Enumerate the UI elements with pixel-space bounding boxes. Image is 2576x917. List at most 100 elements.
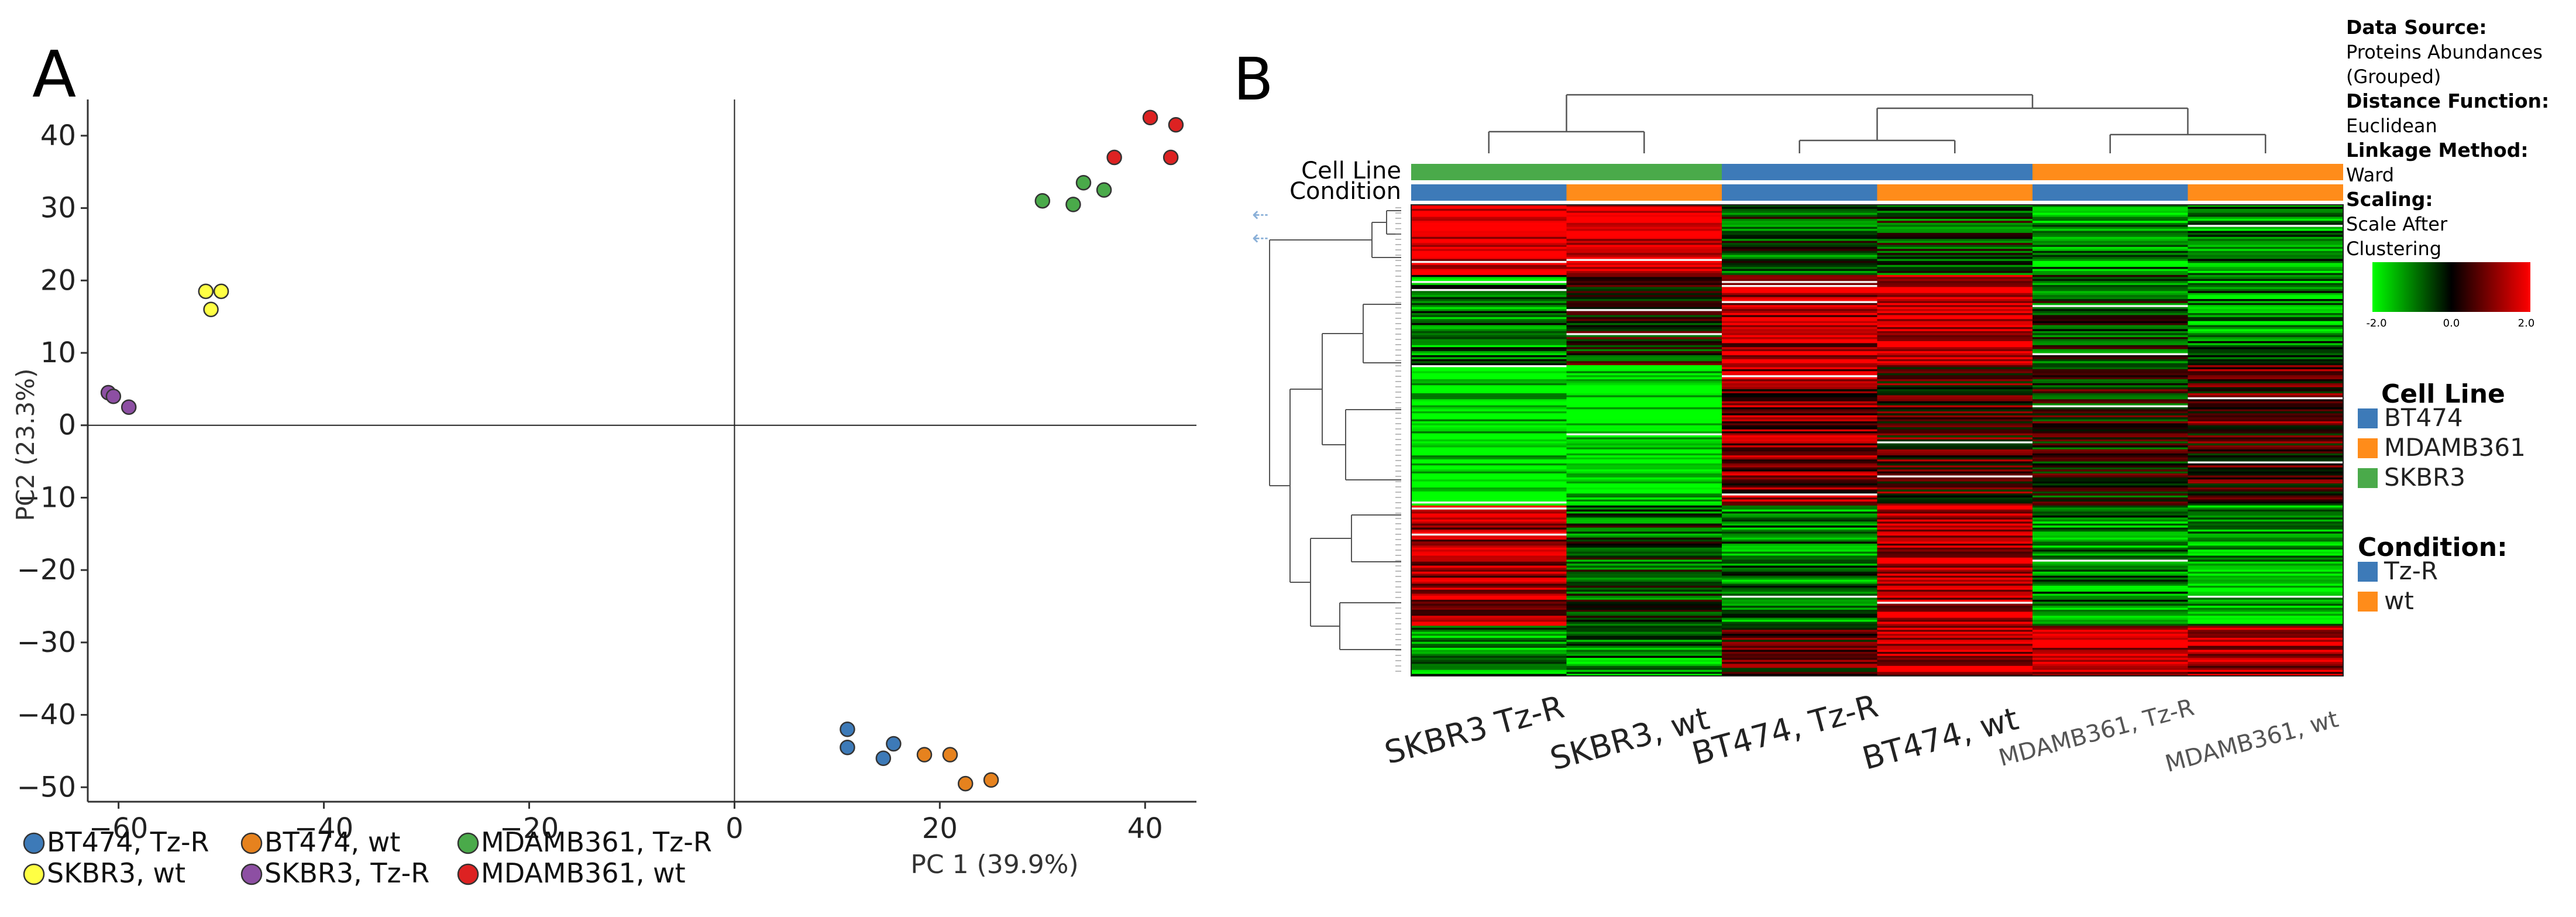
heatmap-cell bbox=[1566, 371, 1722, 374]
heatmap-cell bbox=[1722, 453, 1877, 456]
heatmap-cell bbox=[1877, 433, 2033, 436]
heatmap-cell bbox=[2188, 215, 2344, 218]
heatmap-cell bbox=[2032, 331, 2188, 334]
y-tick-label: 40 bbox=[40, 119, 76, 152]
heatmap-cell bbox=[1566, 333, 1722, 336]
heatmap-cell bbox=[2188, 297, 2344, 300]
heatmap-cell bbox=[1566, 339, 1722, 342]
heatmap-cell bbox=[1411, 636, 1567, 638]
heatmap-cell bbox=[2032, 435, 2188, 438]
heatmap-cell bbox=[2188, 515, 2344, 518]
heatmap-cell bbox=[1722, 485, 1877, 488]
heatmap-cell bbox=[1566, 385, 1722, 388]
heatmap-cell bbox=[1566, 475, 1722, 478]
heatmap-cell bbox=[2032, 315, 2188, 318]
heatmap-cell bbox=[1722, 626, 1877, 628]
heatmap-cell bbox=[2188, 641, 2344, 644]
heatmap-cell bbox=[1566, 257, 1722, 259]
heatmap-cell bbox=[1722, 571, 1877, 574]
heatmap-cell bbox=[1411, 627, 1567, 630]
heatmap-cell bbox=[1722, 331, 1877, 334]
heatmap-cell bbox=[1411, 575, 1567, 578]
heatmap-cell bbox=[1877, 421, 2033, 424]
heatmap-cell bbox=[2188, 665, 2344, 668]
heatmap-cell bbox=[1877, 419, 2033, 422]
heatmap-cell bbox=[1722, 312, 1877, 315]
heatmap-cell bbox=[1411, 662, 1567, 664]
heatmap-cell bbox=[1566, 217, 1722, 219]
collapse-arrow-icon[interactable]: ⇠ bbox=[1252, 203, 1269, 226]
heatmap-cell bbox=[1877, 634, 2033, 636]
heatmap-cell bbox=[1877, 337, 2033, 340]
heatmap-cell bbox=[1411, 311, 1567, 314]
heatmap-cell bbox=[1566, 665, 1722, 668]
heatmap-cell bbox=[1411, 267, 1567, 270]
heatmap-cell bbox=[1877, 325, 2033, 328]
heatmap-cell bbox=[1877, 397, 2033, 400]
heatmap-cell bbox=[1877, 509, 2033, 512]
y-tick-label: 10 bbox=[40, 336, 76, 369]
heatmap-cell bbox=[2032, 279, 2188, 281]
annotation-cell bbox=[2188, 164, 2343, 180]
heatmap-cell bbox=[2188, 564, 2344, 566]
heatmap-cell bbox=[1411, 243, 1567, 246]
heatmap-cell bbox=[2188, 379, 2344, 382]
collapse-arrow-icon[interactable]: ⇠ bbox=[1252, 226, 1269, 250]
heatmap-cell bbox=[1877, 403, 2033, 406]
heatmap-cell bbox=[1411, 471, 1567, 474]
heatmap-cell bbox=[1566, 411, 1722, 414]
heatmap-cell bbox=[2032, 267, 2188, 270]
heatmap-cell bbox=[1411, 289, 1567, 291]
heatmap-cell bbox=[2032, 455, 2188, 458]
heatmap-cell bbox=[2188, 578, 2344, 581]
heatmap-cell bbox=[1877, 267, 2033, 270]
heatmap-cell bbox=[1566, 627, 1722, 630]
heatmap-cell bbox=[1877, 307, 2033, 310]
heatmap-cell bbox=[2188, 559, 2344, 562]
heatmap-cell bbox=[1877, 668, 2033, 671]
heatmap-cell bbox=[1877, 371, 2033, 374]
heatmap-cell bbox=[2188, 329, 2344, 332]
heatmap-cell bbox=[1722, 588, 1877, 590]
heatmap-cell bbox=[1877, 549, 2033, 552]
heatmap-cell bbox=[2188, 361, 2344, 364]
heatmap-cell bbox=[1411, 644, 1567, 647]
heatmap-cell bbox=[1566, 403, 1722, 406]
heatmap-cell bbox=[1722, 349, 1877, 352]
heatmap-cell bbox=[1411, 481, 1567, 484]
heatmap-cell bbox=[2032, 664, 2188, 667]
heatmap-cell bbox=[1877, 321, 2033, 324]
heatmap-cell bbox=[2032, 253, 2188, 256]
heatmap-cell bbox=[2188, 274, 2344, 277]
heatmap-cell bbox=[1722, 218, 1877, 221]
heatmap-cell bbox=[2188, 621, 2344, 624]
heatmap-cell bbox=[2032, 497, 2188, 500]
heatmap-cell bbox=[1411, 665, 1567, 668]
heatmap-cell bbox=[1877, 277, 2033, 280]
data-point bbox=[942, 747, 958, 763]
heatmap-cell bbox=[1566, 435, 1722, 438]
heatmap-cell bbox=[2188, 417, 2344, 420]
heatmap-cell bbox=[1566, 315, 1722, 318]
heatmap-cell bbox=[2032, 245, 2188, 248]
heatmap-cell bbox=[2032, 526, 2188, 528]
info-data-source-value: Proteins Abundances (Grouped) bbox=[2346, 41, 2549, 88]
heatmap-cell bbox=[1566, 672, 1722, 675]
heatmap-cell bbox=[1722, 323, 1877, 326]
heatmap-cell bbox=[2032, 662, 2188, 664]
heatmap-cell bbox=[2188, 449, 2344, 452]
heatmap-cell bbox=[2188, 451, 2344, 454]
heatmap-cell bbox=[1566, 222, 1722, 225]
heatmap-cell bbox=[1877, 311, 2033, 314]
heatmap-cell bbox=[1411, 620, 1567, 623]
heatmap-cell bbox=[2188, 293, 2344, 296]
heatmap-cell bbox=[1877, 305, 2033, 308]
heatmap-cell bbox=[1877, 463, 2033, 466]
heatmap-cell bbox=[1411, 241, 1567, 243]
heatmap-cell bbox=[2188, 477, 2344, 480]
heatmap-cell bbox=[2188, 634, 2344, 636]
heatmap-cell bbox=[2032, 321, 2188, 324]
heatmap-cell bbox=[1722, 612, 1877, 614]
data-point bbox=[105, 388, 122, 404]
heatmap-cell bbox=[1411, 207, 1567, 209]
